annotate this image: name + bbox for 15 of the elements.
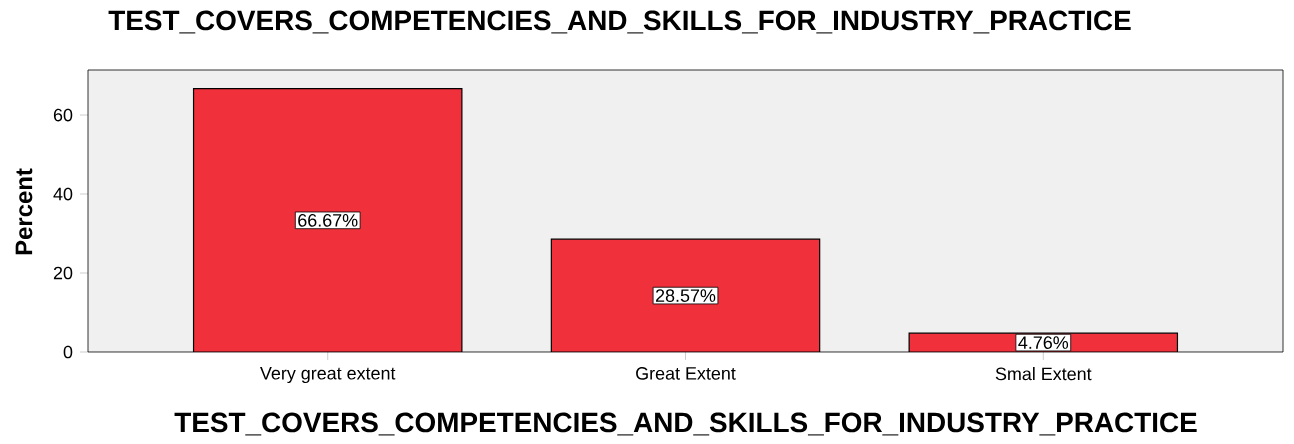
y-tick-label: 60 bbox=[53, 108, 73, 122]
y-axis-title: Percent bbox=[15, 168, 33, 255]
bar bbox=[550, 238, 821, 352]
y-tick-label: 40 bbox=[53, 187, 73, 201]
y-tick-label: 0 bbox=[63, 345, 73, 359]
chart-title: TEST_COVERS_COMPETENCIES_AND_SKILLS_FOR_INDUSTRY_PRACTICE bbox=[108, 10, 1131, 34]
y-tick-label: 20 bbox=[53, 266, 73, 280]
x-tick-label: Great Extent bbox=[636, 367, 736, 380]
data-label: 4.76% bbox=[1018, 336, 1069, 349]
data-label: 28.57% bbox=[656, 289, 716, 302]
bar bbox=[192, 88, 463, 352]
data-label: 66.67% bbox=[298, 213, 358, 227]
x-axis-title: TEST_COVERS_COMPETENCIES_AND_SKILLS_FOR_INDUSTRY_PRACTICE bbox=[174, 412, 1197, 436]
x-tick-label: Smal Extent bbox=[995, 367, 1092, 381]
x-tick-label: Very great extent bbox=[260, 367, 396, 384]
